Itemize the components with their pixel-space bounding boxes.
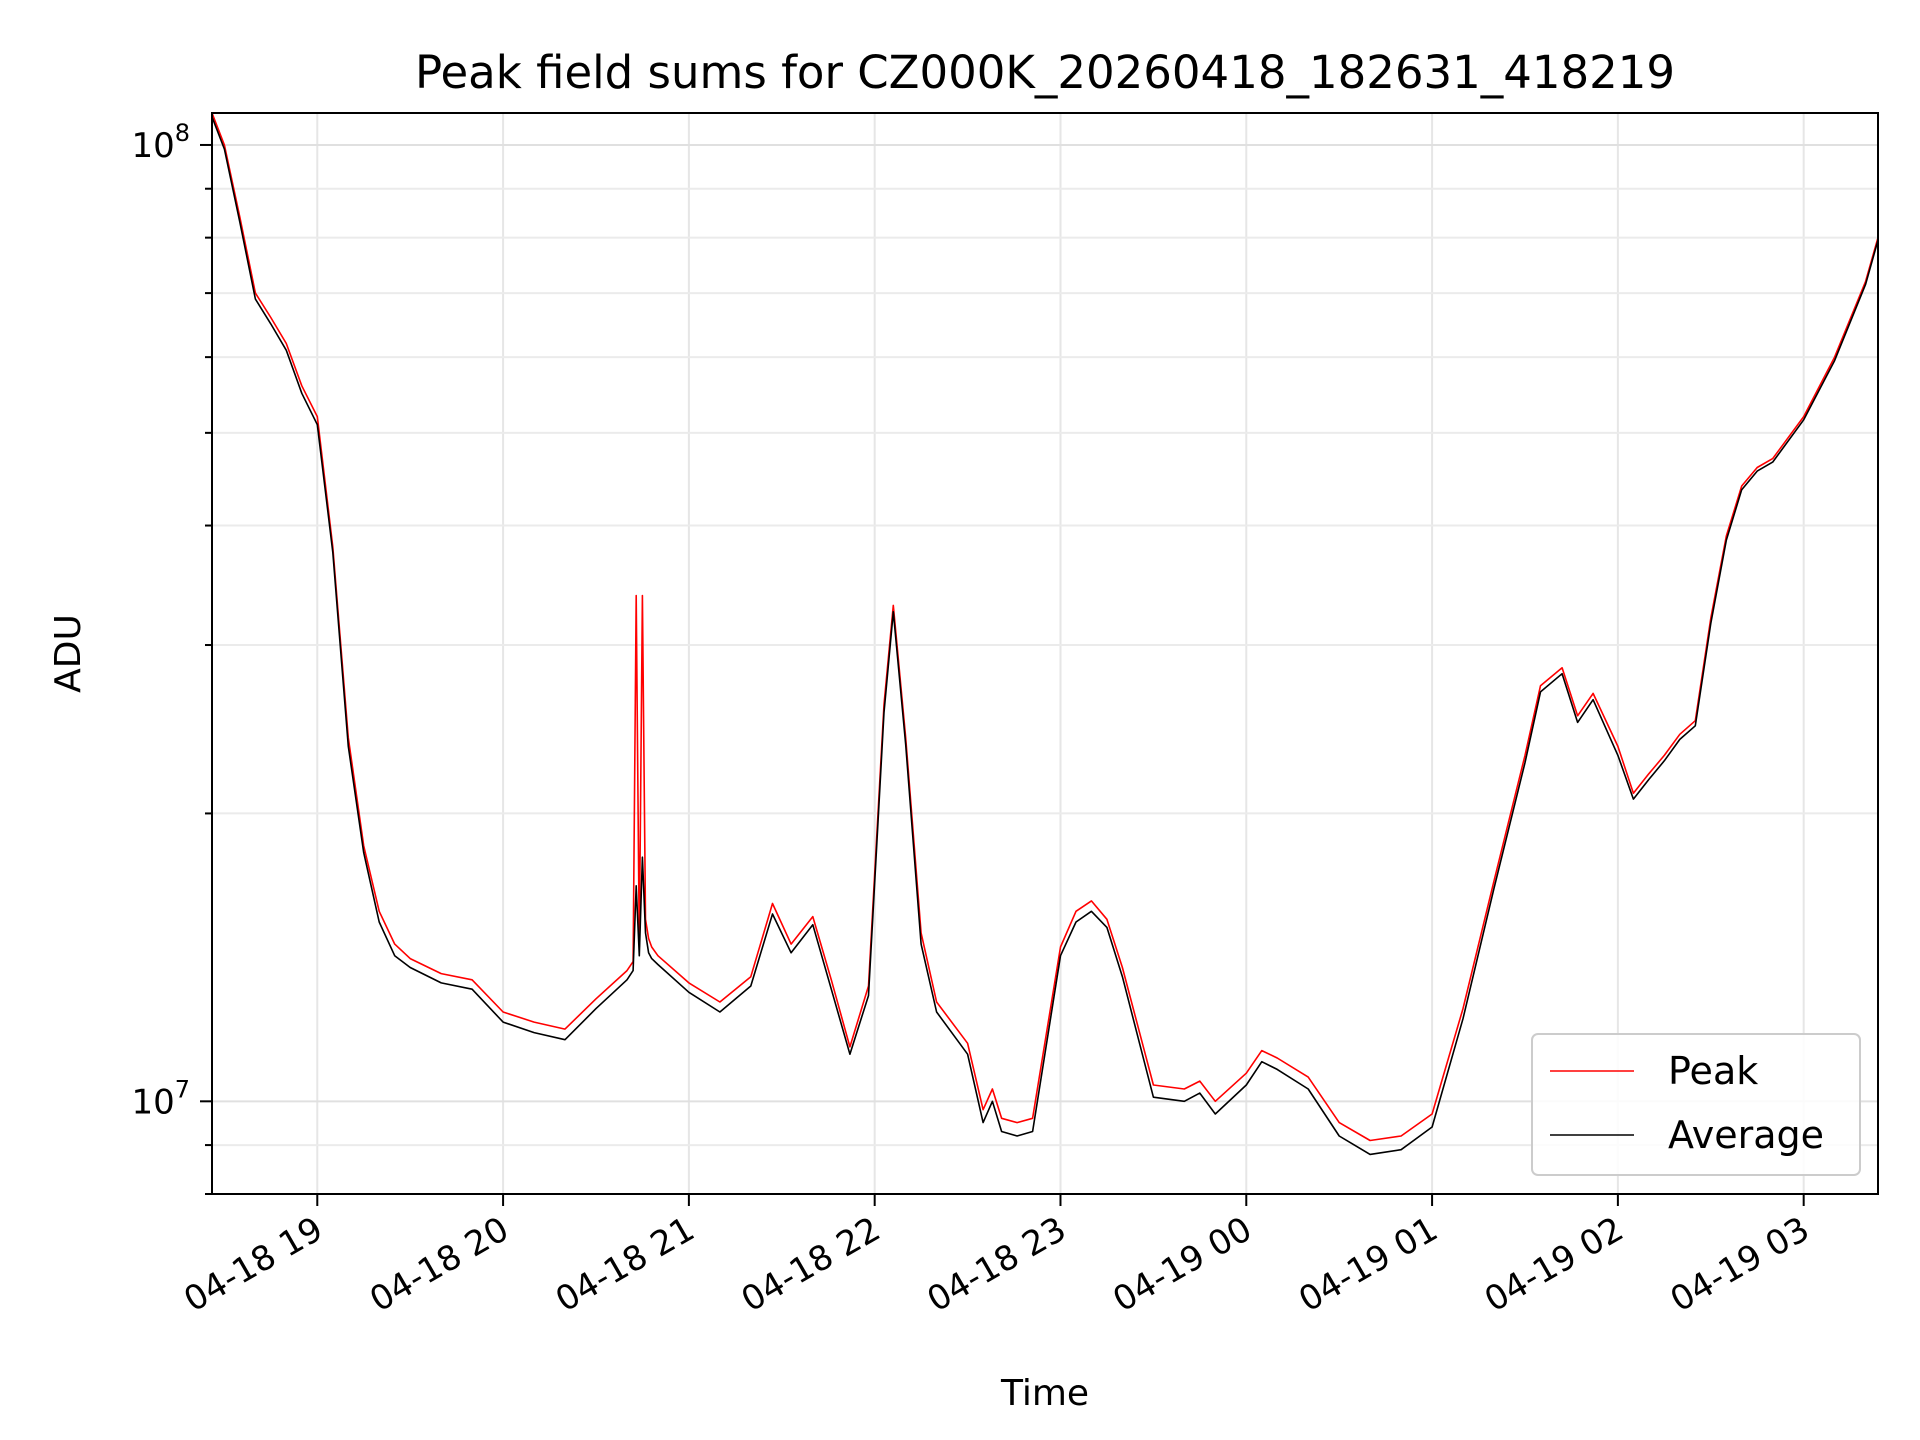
- legend-box: [1531, 1033, 1861, 1176]
- y-tick-label: 108: [131, 119, 190, 166]
- plot-frame: [211, 112, 1879, 1195]
- x-axis-label: Time: [1000, 1373, 1089, 1414]
- legend-label-average: Average: [1668, 1113, 1824, 1157]
- series-line-peak: [211, 112, 1879, 1142]
- series-layer: [211, 112, 1879, 1156]
- chart-title: Peak field sums for CZ000K_20260418_1826…: [415, 46, 1675, 99]
- y-tick-label: 107: [131, 1075, 190, 1122]
- legend: Peak Average: [1531, 1033, 1861, 1176]
- series-line-average: [211, 116, 1879, 1156]
- y-axis-label: ADU: [48, 614, 89, 693]
- legend-label-peak: Peak: [1668, 1049, 1758, 1093]
